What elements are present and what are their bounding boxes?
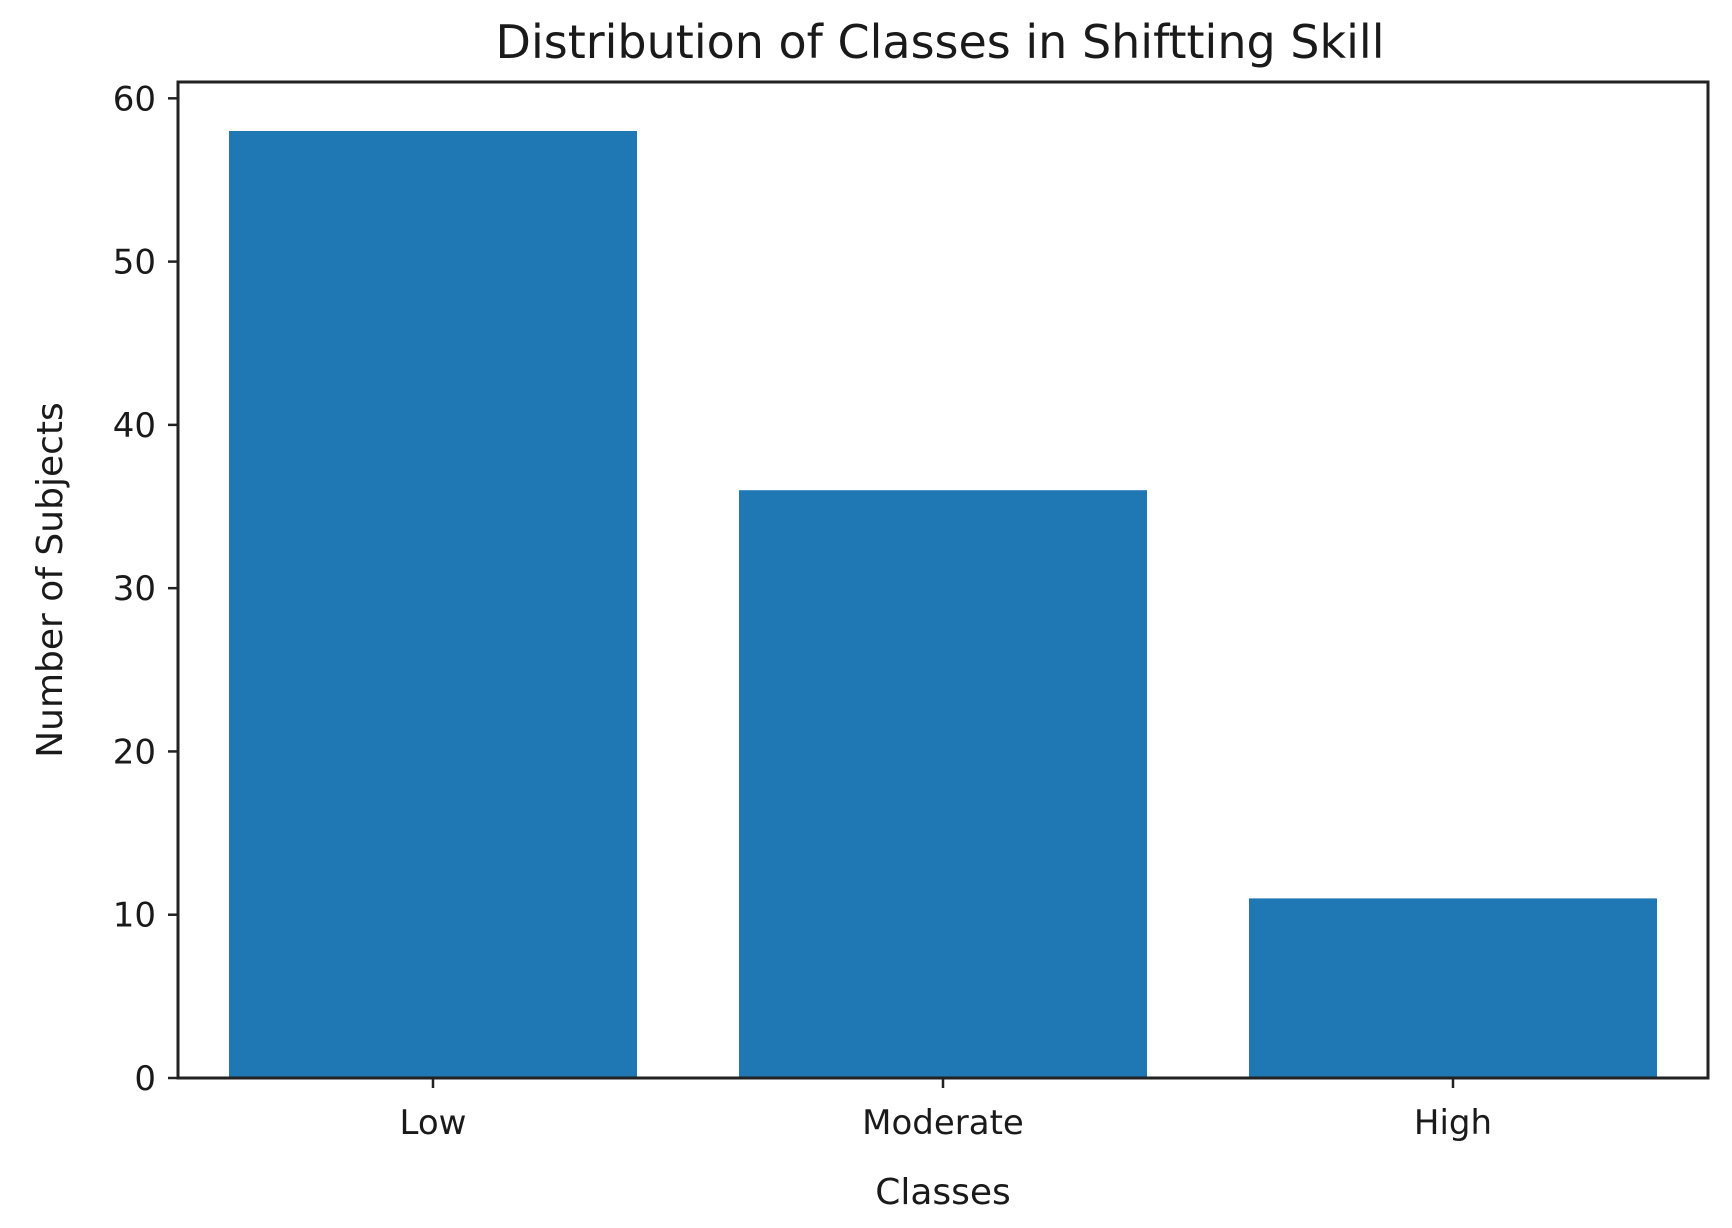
y-tick-label: 30 <box>113 569 156 609</box>
y-tick-label: 40 <box>113 406 156 446</box>
y-tick-label: 20 <box>113 732 156 772</box>
chart-title: Distribution of Classes in Shiftting Ski… <box>496 15 1385 69</box>
y-tick-label: 10 <box>113 896 156 936</box>
x-tick-label: High <box>1414 1103 1492 1143</box>
y-tick-label: 60 <box>113 79 156 119</box>
bar-low <box>229 130 637 1078</box>
y-axis-ticks: 0 10 20 30 40 50 60 <box>113 79 178 1099</box>
y-tick-label: 50 <box>113 243 156 283</box>
plot-frame <box>176 80 1710 1080</box>
bars-group <box>229 130 1657 1078</box>
x-tick-label: Moderate <box>862 1103 1024 1143</box>
y-tick-label: 0 <box>134 1059 156 1099</box>
y-axis-label: Number of Subjects <box>30 402 71 758</box>
bar-high <box>1249 898 1657 1078</box>
bar-moderate <box>739 490 1147 1078</box>
x-axis-ticks: Low Moderate High <box>400 1078 1492 1143</box>
x-tick-label: Low <box>400 1103 467 1143</box>
x-axis-label: Classes <box>875 1172 1011 1213</box>
